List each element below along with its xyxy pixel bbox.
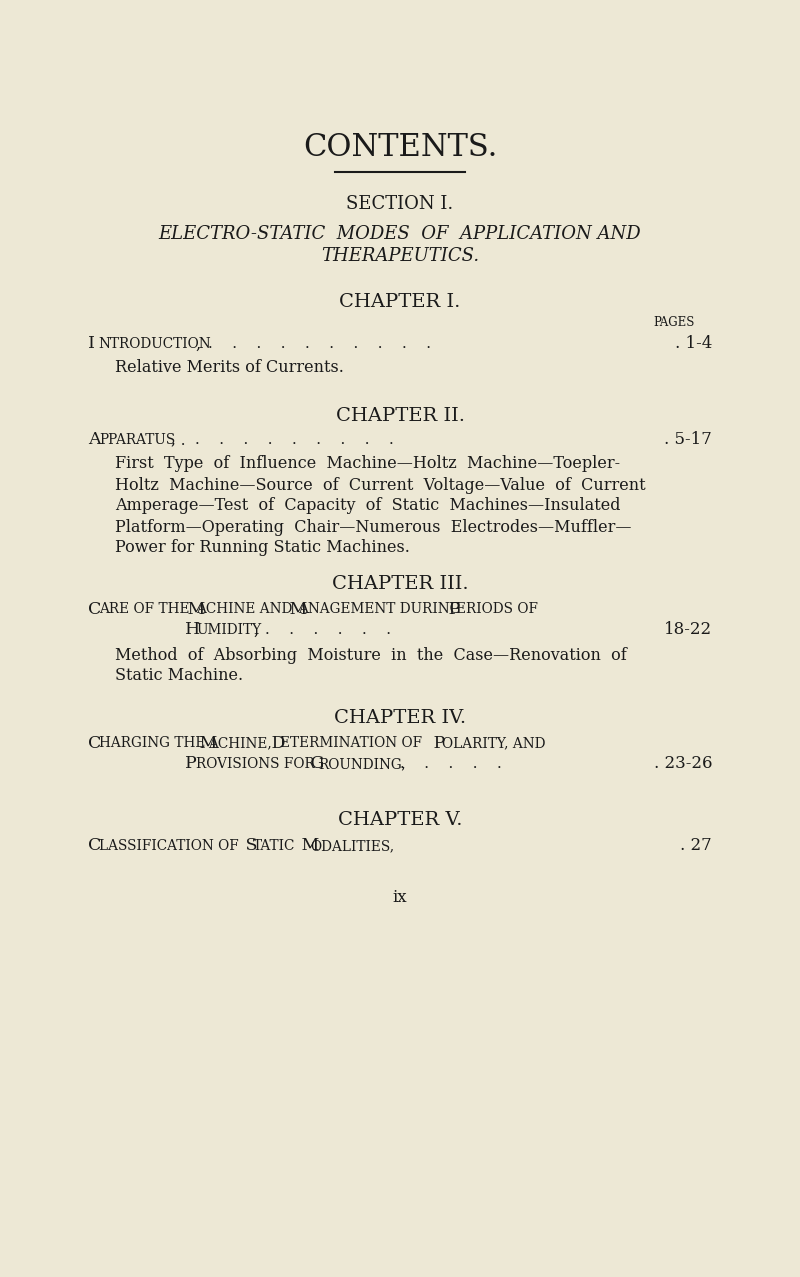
Text: ,: , (195, 336, 200, 352)
Text: .    .    .    .    .    .    .    .    .    .: . . . . . . . . . . (208, 337, 431, 351)
Text: UMIDITY: UMIDITY (196, 623, 261, 637)
Text: ROVISIONS FOR: ROVISIONS FOR (196, 757, 314, 771)
Text: C: C (88, 838, 102, 854)
Text: P: P (428, 734, 446, 751)
Text: Holtz  Machine—Source  of  Current  Voltage—Value  of  Current: Holtz Machine—Source of Current Voltage—… (115, 476, 646, 493)
Text: M: M (194, 734, 218, 751)
Text: .    .    .    .    .    .: . . . . . . (265, 623, 391, 637)
Text: LASSIFICATION OF: LASSIFICATION OF (99, 839, 238, 853)
Text: Method  of  Absorbing  Moisture  in  the  Case—Renovation  of: Method of Absorbing Moisture in the Case… (115, 646, 626, 664)
Text: Amperage—Test  of  Capacity  of  Static  Machines—Insulated: Amperage—Test of Capacity of Static Mach… (115, 498, 621, 515)
Text: ROUNDING,: ROUNDING, (318, 757, 406, 771)
Text: P: P (443, 600, 460, 618)
Text: THERAPEUTICS.: THERAPEUTICS. (321, 246, 479, 266)
Text: PAGES: PAGES (654, 315, 695, 328)
Text: , .: , . (171, 433, 186, 447)
Text: . 23-26: . 23-26 (654, 756, 712, 773)
Text: HARGING THE: HARGING THE (99, 736, 206, 750)
Text: ERIODS OF: ERIODS OF (456, 601, 538, 616)
Text: . 1-4: . 1-4 (674, 336, 712, 352)
Text: ,: , (253, 622, 258, 638)
Text: G: G (305, 756, 324, 773)
Text: CHAPTER V.: CHAPTER V. (338, 811, 462, 829)
Text: OLARITY, AND: OLARITY, AND (442, 736, 546, 750)
Text: Platform—Operating  Chair—Numerous  Electrodes—Muffler—: Platform—Operating Chair—Numerous Electr… (115, 518, 631, 535)
Text: .    .    .    .    .    .    .    .    .: . . . . . . . . . (195, 433, 394, 447)
Text: ix: ix (393, 890, 407, 907)
Text: CHAPTER III.: CHAPTER III. (332, 575, 468, 593)
Text: . 27: . 27 (680, 838, 712, 854)
Text: 18-22: 18-22 (664, 622, 712, 638)
Text: CHAPTER I.: CHAPTER I. (339, 292, 461, 312)
Text: ETERMINATION OF: ETERMINATION OF (280, 736, 422, 750)
Text: C: C (88, 600, 102, 618)
Text: .    .    .    .    .: . . . . . (400, 757, 502, 771)
Text: SECTION I.: SECTION I. (346, 195, 454, 213)
Text: CONTENTS.: CONTENTS. (303, 133, 497, 163)
Text: Relative Merits of Currents.: Relative Merits of Currents. (115, 359, 344, 375)
Text: M: M (284, 600, 307, 618)
Text: TATIC: TATIC (253, 839, 295, 853)
Text: NTRODUCTION: NTRODUCTION (98, 337, 210, 351)
Text: D: D (266, 734, 286, 751)
Text: ODALITIES,: ODALITIES, (310, 839, 394, 853)
Text: ELECTRO-STATIC  MODES  OF  APPLICATION AND: ELECTRO-STATIC MODES OF APPLICATION AND (158, 225, 642, 243)
Text: PPARATUS: PPARATUS (99, 433, 175, 447)
Text: C: C (88, 734, 102, 751)
Text: H: H (185, 622, 200, 638)
Text: ACHINE,: ACHINE, (208, 736, 272, 750)
Text: ARE OF THE: ARE OF THE (99, 601, 190, 616)
Text: Static Machine.: Static Machine. (115, 668, 243, 684)
Text: M: M (182, 600, 206, 618)
Text: M: M (296, 838, 319, 854)
Text: I: I (88, 336, 95, 352)
Text: Power for Running Static Machines.: Power for Running Static Machines. (115, 539, 410, 557)
Text: P: P (185, 756, 197, 773)
Text: CHAPTER II.: CHAPTER II. (335, 407, 465, 425)
Text: A: A (88, 432, 101, 448)
Text: First  Type  of  Influence  Machine—Holtz  Machine—Toepler-: First Type of Influence Machine—Holtz Ma… (115, 456, 620, 472)
Text: S: S (240, 838, 258, 854)
Text: ANAGEMENT DURING: ANAGEMENT DURING (298, 601, 461, 616)
Text: ACHINE AND: ACHINE AND (196, 601, 292, 616)
Text: CHAPTER IV.: CHAPTER IV. (334, 709, 466, 727)
Text: . 5-17: . 5-17 (664, 432, 712, 448)
